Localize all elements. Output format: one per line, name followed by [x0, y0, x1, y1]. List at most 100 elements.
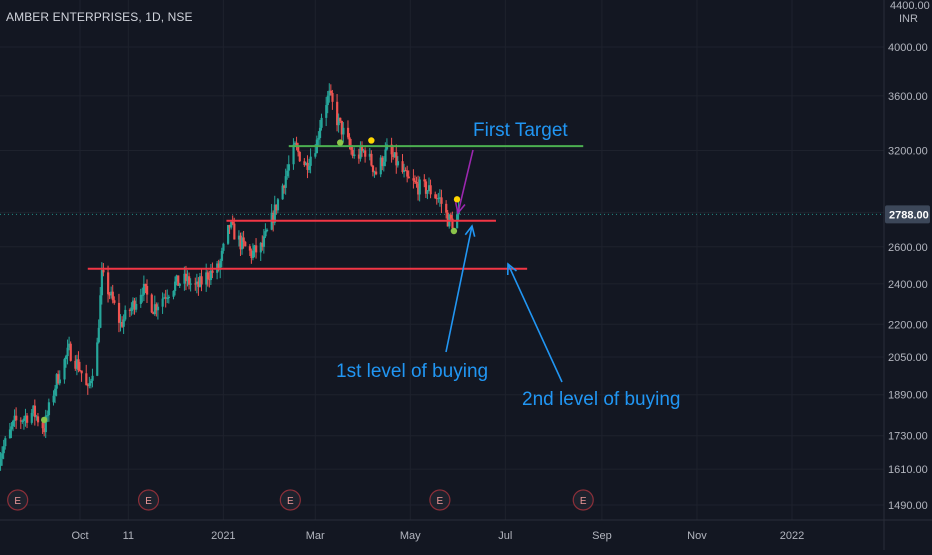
candle-body — [21, 421, 23, 422]
candle-body — [179, 284, 181, 286]
candles — [0, 83, 460, 471]
candle-body — [157, 307, 159, 311]
candle-body — [81, 371, 83, 374]
candle-body — [408, 177, 410, 179]
candle-body — [172, 291, 174, 297]
x-tick-label: Sep — [592, 530, 612, 542]
candle-body — [9, 429, 11, 438]
candle-body — [430, 185, 432, 194]
candle-body — [419, 179, 421, 194]
candle-body — [286, 171, 288, 176]
y-tick-label: 1890.00 — [888, 390, 928, 402]
candle-body — [285, 176, 287, 188]
candle-body — [426, 190, 428, 193]
candle-body — [445, 204, 447, 213]
candle-body — [384, 150, 386, 162]
candle-body — [450, 215, 452, 219]
candle-body — [166, 298, 168, 299]
y-tick-label: 1610.00 — [888, 464, 928, 476]
earnings-label: E — [580, 496, 587, 507]
candle-body — [331, 93, 333, 102]
x-tick-label: Mar — [306, 530, 325, 542]
signal-dot — [337, 139, 343, 145]
candle-body — [297, 146, 299, 151]
candle-body — [144, 284, 146, 286]
candle-body — [48, 402, 50, 415]
candle-body — [266, 230, 268, 231]
candle-body — [67, 348, 69, 356]
candle-body — [434, 194, 436, 198]
y-tick-label: 2400.00 — [888, 279, 928, 291]
candle-body — [440, 197, 442, 203]
candle-body — [414, 181, 416, 182]
candle-body — [221, 251, 223, 261]
candle-body — [370, 154, 372, 166]
candle-body — [15, 416, 17, 421]
candle-body — [88, 383, 90, 386]
candle-body — [90, 381, 92, 383]
candle-body — [361, 147, 363, 151]
candle-body — [207, 272, 209, 279]
candle-body — [292, 145, 294, 165]
candle-body — [383, 162, 385, 166]
candle-body — [325, 105, 327, 118]
candle-body — [263, 236, 265, 246]
candle-body — [288, 164, 290, 170]
x-tick-label: May — [400, 530, 421, 542]
candle-body — [31, 413, 33, 423]
candle-body — [135, 304, 137, 310]
x-tick-label: 2022 — [780, 530, 804, 542]
candle-body — [146, 286, 148, 295]
y-tick-label: 2200.00 — [888, 319, 928, 331]
signal-dot — [454, 196, 460, 202]
candle-body — [91, 376, 93, 381]
x-tick-label: 2021 — [211, 530, 235, 542]
candle-body — [162, 299, 164, 307]
signal-dot — [41, 417, 47, 423]
candle-body — [54, 389, 56, 396]
candle-body — [26, 416, 28, 423]
candle-body — [42, 422, 44, 428]
candle-body — [372, 166, 374, 172]
candle-body — [327, 96, 329, 106]
candle-body — [140, 295, 142, 304]
candle-body — [319, 128, 321, 138]
candle-body — [244, 242, 246, 246]
target-arrow — [458, 150, 473, 213]
candle-body — [118, 303, 120, 323]
candle-body — [37, 416, 39, 422]
earnings-label: E — [14, 496, 21, 507]
candle-body — [107, 272, 109, 294]
y-tick-label: 1730.00 — [888, 431, 928, 443]
candle-body — [130, 307, 132, 311]
candle-body — [412, 178, 414, 180]
candle-body — [46, 415, 48, 416]
earnings-label: E — [145, 496, 152, 507]
candle-body — [3, 446, 5, 453]
annotation-label: 1st level of buying — [336, 361, 488, 382]
candle-body — [249, 246, 251, 250]
candle-body — [112, 292, 114, 301]
candle-body — [96, 342, 98, 375]
candle-body — [255, 245, 257, 252]
annotation-label: 2nd level of buying — [522, 389, 680, 410]
candle-body — [10, 426, 12, 429]
candle-body — [168, 297, 170, 298]
y-tick-label: 3200.00 — [888, 145, 928, 157]
candle-body — [102, 270, 104, 272]
earnings-label: E — [287, 496, 294, 507]
candle-body — [397, 161, 399, 165]
candle-body — [174, 282, 176, 291]
candle-body — [59, 379, 61, 383]
candle-body — [353, 155, 355, 157]
y-tick-label: 4000.00 — [888, 42, 928, 54]
second-buy-arrow — [508, 264, 562, 382]
candle-body — [124, 310, 126, 320]
y-tick-label: 2050.00 — [888, 352, 928, 364]
candle-body — [277, 199, 279, 210]
candle-body — [77, 359, 79, 370]
candle-body — [1, 453, 3, 459]
candle-body — [416, 182, 418, 184]
